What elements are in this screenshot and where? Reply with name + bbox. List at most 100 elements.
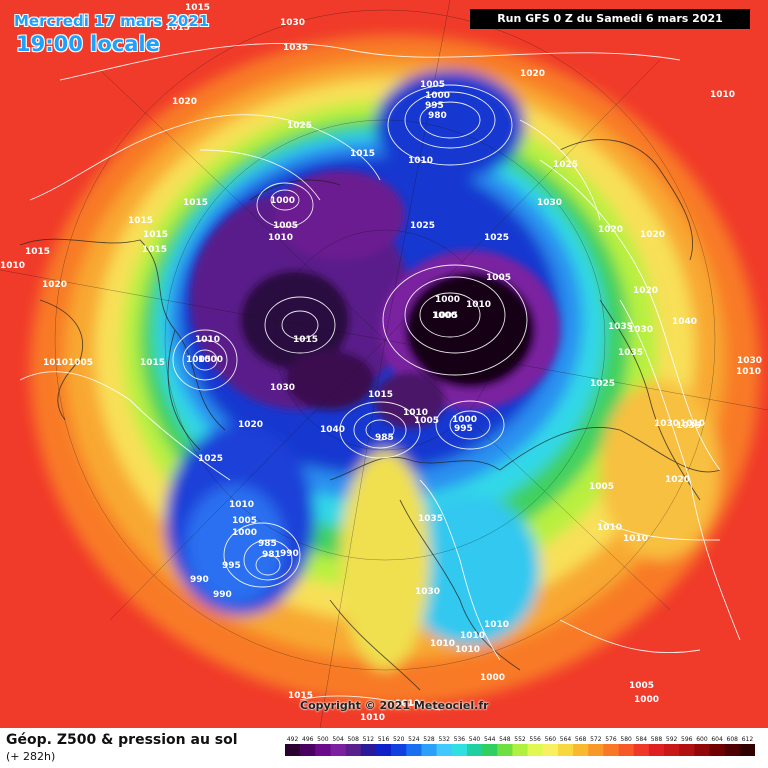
pressure-label: 1010 — [0, 261, 25, 271]
pressure-label: 1010 — [408, 156, 433, 166]
footer-bar: Géop. Z500 & pression au sol (+ 282h) 49… — [0, 728, 768, 768]
scale-swatch — [375, 744, 392, 756]
pressure-label: 1010 — [736, 367, 761, 377]
pressure-label: 1010 — [455, 645, 480, 655]
pressure-label: 1015 — [183, 198, 208, 208]
color-scale: 492 496 500 504 508 512 516 520 524 528 532 536 540 5… — [285, 736, 755, 756]
pressure-label: 1005 — [629, 681, 654, 691]
lead-time: (+ 282h) — [6, 750, 56, 763]
pressure-label: 1030 — [737, 356, 762, 366]
scale-label: 504 — [332, 736, 344, 743]
pressure-label: 1015 — [128, 216, 153, 226]
pressure-label: 1010 — [623, 534, 648, 544]
pressure-label: 1010 — [484, 620, 509, 630]
pressure-label: 1030 — [654, 419, 679, 429]
scale-swatch — [542, 744, 559, 756]
pressure-label: 1025 — [410, 221, 435, 231]
run-info: Run GFS 0 Z du Samedi 6 mars 2021 — [470, 9, 750, 29]
pressure-label: 1025 — [590, 379, 615, 389]
pressure-label: 985 — [375, 433, 394, 443]
scale-swatch — [588, 744, 604, 756]
scale-swatch — [557, 744, 574, 756]
pressure-label: 990 — [190, 575, 209, 585]
valid-time: 19:00 locale — [16, 32, 160, 56]
pressure-label: 1010 — [360, 713, 385, 723]
scale-swatch — [406, 744, 422, 756]
isobars — [19, 42, 741, 711]
scale-swatch — [436, 744, 453, 756]
scale-swatch — [603, 744, 619, 756]
pressure-label: 981 — [262, 550, 281, 560]
pressure-label: 1010 — [195, 335, 220, 345]
pressure-label: 1035 — [676, 421, 701, 431]
pressure-label: 1010 — [43, 358, 68, 368]
pressure-label: 1020 — [633, 286, 658, 296]
pressure-label: 1005 — [414, 416, 439, 426]
pressure-label: 1010 — [460, 631, 485, 641]
pressure-label: 1015 — [288, 691, 313, 701]
scale-label: 568 — [575, 736, 587, 743]
pressure-label: 1005 — [486, 273, 511, 283]
pressure-label: 1010 — [680, 419, 705, 429]
scale-label: 560 — [545, 736, 557, 743]
scale-label: 588 — [651, 736, 663, 743]
pressure-label: 1025 — [484, 233, 509, 243]
scale-swatch — [739, 744, 755, 756]
valid-date: Mercredi 17 mars 2021 — [14, 12, 210, 30]
scale-label: 532 — [438, 736, 450, 743]
scale-swatch — [512, 744, 528, 756]
scale-label: 540 — [469, 736, 481, 743]
scale-label: 612 — [742, 736, 754, 743]
scale-label: 528 — [423, 736, 435, 743]
pressure-label: 1030 — [280, 18, 305, 28]
pressure-label: 1010 — [430, 639, 455, 649]
pressure-label: 1030 — [628, 325, 653, 335]
scale-swatch — [451, 744, 468, 756]
scale-label: 556 — [529, 736, 541, 743]
pressure-label: 1005 — [232, 516, 257, 526]
pressure-label: 1025 — [287, 121, 312, 131]
scale-swatch — [573, 744, 589, 756]
scale-label: 576 — [605, 736, 617, 743]
pressure-label: 1000 — [634, 695, 659, 705]
pressure-label: 1010 — [466, 300, 491, 310]
pressure-label: 1015 — [350, 149, 375, 159]
pressure-label: 1015 — [142, 245, 167, 255]
scale-swatch — [330, 744, 346, 756]
scale-swatch — [421, 744, 437, 756]
scale-swatch — [648, 744, 665, 756]
pressure-label: 1010 — [597, 523, 622, 533]
pressure-label: 985 — [258, 539, 277, 549]
scale-label: 536 — [454, 736, 466, 743]
scale-swatch — [482, 744, 498, 756]
pressure-label: 1010 — [395, 699, 420, 709]
scale-swatch — [285, 744, 301, 756]
pressure-label: 990 — [213, 590, 232, 600]
scale-swatch — [300, 744, 316, 756]
scale-swatch — [466, 744, 483, 756]
pressure-label: 1010 — [710, 90, 735, 100]
coastlines — [19, 139, 721, 691]
scale-label: 520 — [393, 736, 405, 743]
pressure-label: 1005 — [433, 311, 458, 321]
scale-label: 596 — [681, 736, 693, 743]
scale-swatch — [527, 744, 544, 756]
scale-swatch — [391, 744, 407, 756]
scale-label: 492 — [287, 736, 299, 743]
scale-label: 552 — [514, 736, 526, 743]
pressure-label: 1020 — [172, 97, 197, 107]
europe-trough — [400, 495, 540, 645]
scale-label: 512 — [363, 736, 375, 743]
pressure-label: 1010 — [229, 500, 254, 510]
scale-swatch — [633, 744, 650, 756]
copyright: Copyright © 2021 Meteociel.fr — [300, 699, 489, 712]
pressure-label: 1020 — [598, 225, 623, 235]
pressure-label: 1020 — [520, 69, 545, 79]
pressure-label: 1005 — [589, 482, 614, 492]
scale-label: 584 — [636, 736, 648, 743]
scale-label: 544 — [484, 736, 496, 743]
scale-label: 500 — [317, 736, 329, 743]
pressure-label: 1030 — [537, 198, 562, 208]
